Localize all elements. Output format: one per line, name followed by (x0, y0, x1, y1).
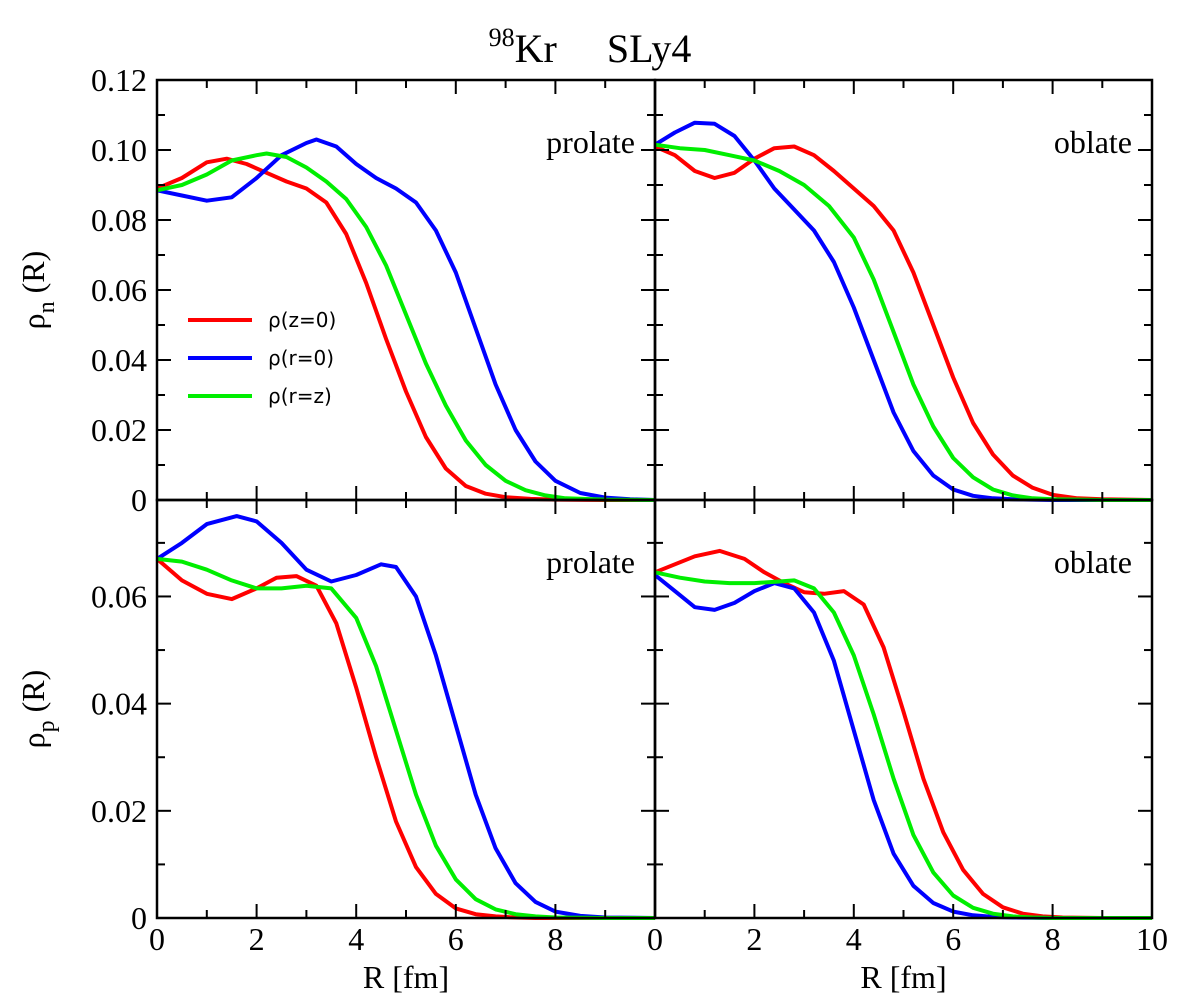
legend-label: ρ(z=0) (268, 308, 336, 332)
y-tick-label: 0.02 (91, 412, 147, 448)
title-force: SLy4 (607, 26, 691, 71)
legend-label: ρ(r=0) (268, 346, 334, 370)
series-line-bottom-right-1 (653, 573, 1152, 920)
x-axis-title: R [fm] (363, 959, 449, 995)
x-tick-label: 4 (846, 921, 862, 957)
x-tick-label: 6 (448, 921, 464, 957)
panel-label-top-left: prolate (546, 124, 635, 160)
y-tick-label: 0 (131, 900, 147, 936)
x-tick-label: 10 (1136, 921, 1168, 957)
series-line-top-right-1 (653, 120, 1152, 502)
panel-label-bottom-left: prolate (546, 544, 635, 580)
y-tick-label: 0.10 (91, 132, 147, 168)
series-line-bottom-right-0 (654, 548, 1152, 920)
x-tick-label: 0 (647, 921, 663, 957)
x-tick-label: 4 (348, 921, 364, 957)
y-axis-title: ρp (R) (15, 670, 60, 749)
y-tick-label: 0.12 (91, 62, 147, 98)
x-tick-label: 8 (1045, 921, 1061, 957)
panel-bottom-left: 0 0.02 0.04 0.06 0 2 4 6 8 R [fm] ρp (R) prolate (15, 498, 657, 995)
x-axis-title: R [fm] (860, 959, 946, 995)
y-tick-label: 0 (131, 482, 147, 518)
series-line-top-left-0 (156, 156, 655, 502)
y-axis-argument: (R) (15, 251, 51, 302)
series-line-top-right-2 (654, 142, 1152, 502)
x-tick-label: 6 (945, 921, 961, 957)
y-axis-title: ρn (R) (15, 251, 60, 330)
x-tick-label: 8 (547, 921, 563, 957)
series-line-top-left-1 (156, 137, 656, 502)
y-axis-symbol: ρ (15, 313, 51, 329)
y-tick-label: 0.04 (91, 342, 147, 378)
series-line-top-right-0 (654, 144, 1153, 502)
y-axis-subscript: n (34, 301, 60, 313)
x-tick-label: 2 (249, 921, 265, 957)
panel-label-bottom-right: oblate (1054, 544, 1132, 580)
legend-label: ρ(r=z) (268, 384, 332, 408)
x-tick-label: 0 (149, 921, 165, 957)
y-tick-label: 0.04 (91, 686, 147, 722)
panel-label-top-right: oblate (1054, 124, 1132, 160)
panel-bottom-right: 0 2 4 6 8 10 R [fm] oblate (647, 498, 1168, 995)
y-axis-argument: (R) (15, 670, 51, 721)
y-tick-label: 0.08 (91, 202, 147, 238)
y-tick-label: 0.02 (91, 793, 147, 829)
series-line-top-left-2 (156, 151, 656, 502)
y-axis-symbol: ρ (15, 732, 51, 748)
legend: ρ(z=0) ρ(r=0) ρ(r=z) (188, 308, 336, 408)
title-superscript: 98 (489, 23, 515, 52)
title-nucleus: Kr (515, 26, 557, 71)
series-line-bottom-left-2 (156, 556, 655, 920)
series-line-bottom-left-1 (155, 514, 656, 920)
y-tick-label: 0.06 (91, 272, 147, 308)
y-axis-subscript: p (34, 720, 60, 732)
y-tick-label: 0.06 (91, 578, 147, 614)
panel-top-right: oblate (653, 78, 1154, 502)
series-line-bottom-left-0 (155, 557, 655, 920)
figure-title: 98Kr SLy4 (489, 23, 692, 71)
x-tick-label: 2 (746, 921, 762, 957)
